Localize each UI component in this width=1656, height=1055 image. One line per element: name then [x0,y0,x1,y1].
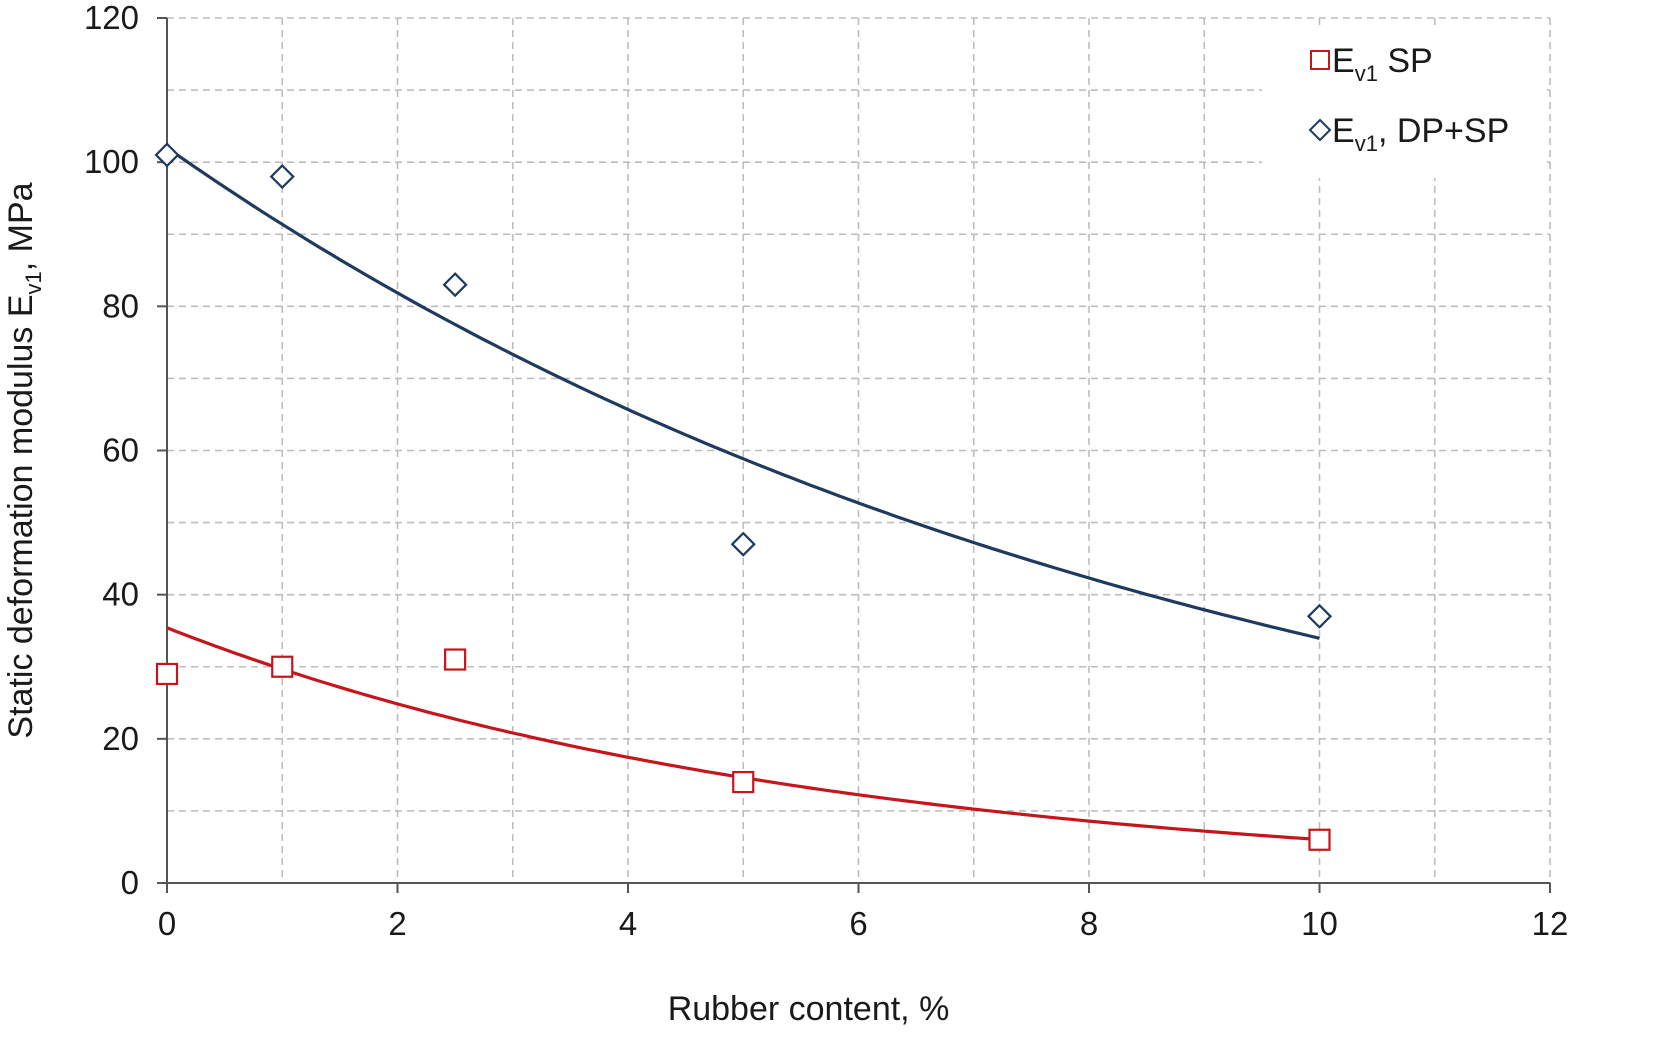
y-axis-title-main: Static deformation modulus E [2,294,40,738]
y-tick-label: 100 [84,143,139,180]
data-point-series-1 [444,648,467,671]
legend-label-tail: , DP+SP [1378,112,1509,150]
y-axis-title: Static deformation modulus Ev1, MPa [2,182,46,738]
legend-label-sub: v1 [1355,131,1378,156]
x-tick-label: 12 [1532,905,1569,942]
data-point-series-2 [442,272,468,298]
data-point-series-1 [155,662,179,686]
legend-marker-series-1 [1310,50,1330,70]
data-point-series-2 [269,164,295,190]
y-tick-label: 120 [84,0,139,36]
y-tick-label: 60 [102,432,139,469]
x-tick-label: 0 [158,905,176,942]
data-points [154,142,1333,851]
y-axis-title-sub: v1 [21,271,46,294]
data-point-series-2 [1306,603,1333,629]
y-tick-label: 20 [102,720,139,757]
legend-label-main: E [1332,112,1355,150]
y-tick-label: 80 [102,287,139,324]
y-tick-label: 0 [121,864,139,901]
legend-box [1262,28,1547,178]
data-point-series-1 [732,770,755,794]
legend-label-series-1: Ev1 SP [1332,42,1433,86]
data-point-series-1 [271,655,294,678]
x-tick-label: 6 [849,905,867,942]
x-axis-title: Rubber content, % [668,990,950,1028]
x-tick-label: 8 [1080,905,1098,942]
data-point-series-1 [1308,828,1331,851]
data-point-series-2 [730,531,756,557]
legend-label-tail: SP [1378,42,1433,80]
x-tick-label: 10 [1301,905,1338,942]
x-tick-label: 2 [388,905,406,942]
y-axis-title-tail: , MPa [2,182,40,271]
y-tick-label: 40 [102,576,139,613]
x-tick-label: 4 [619,905,637,942]
data-point-series-2 [154,142,180,168]
legend-label-main: E [1332,42,1355,80]
legend-label-sub: v1 [1355,61,1378,86]
legend-marker-series-2 [1308,118,1332,142]
trendline-series-2 [166,146,1320,640]
legend-label-series-2: Ev1, DP+SP [1332,112,1509,156]
